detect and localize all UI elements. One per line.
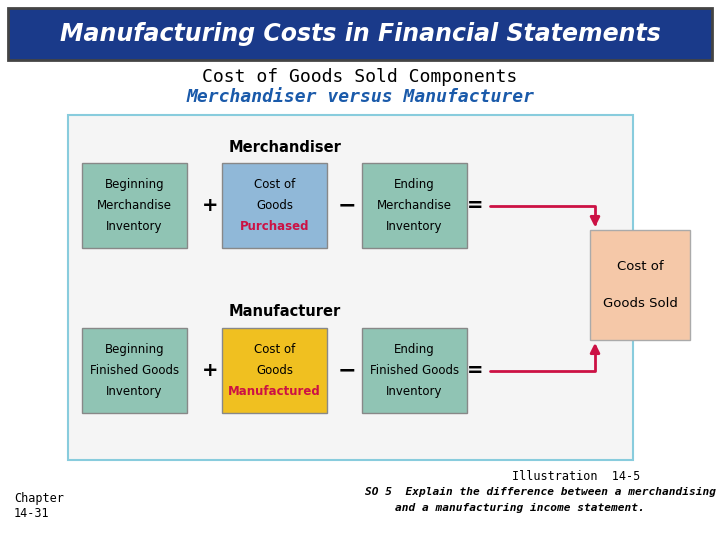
Text: Inventory: Inventory bbox=[386, 220, 443, 233]
Text: Inventory: Inventory bbox=[107, 220, 163, 233]
Text: Chapter
14-31: Chapter 14-31 bbox=[14, 492, 64, 520]
Text: Beginning: Beginning bbox=[104, 343, 164, 356]
Text: =: = bbox=[467, 196, 483, 215]
Text: Merchandiser: Merchandiser bbox=[228, 140, 341, 156]
Text: Manufacturing Costs in Financial Statements: Manufacturing Costs in Financial Stateme… bbox=[60, 22, 660, 46]
Bar bbox=[362, 328, 467, 413]
Text: Cost of: Cost of bbox=[254, 178, 295, 191]
Text: −: − bbox=[338, 361, 356, 381]
Text: Ending: Ending bbox=[394, 178, 435, 191]
Text: Merchandiser versus Manufacturer: Merchandiser versus Manufacturer bbox=[186, 88, 534, 106]
Text: Inventory: Inventory bbox=[386, 385, 443, 399]
Text: Manufacturer: Manufacturer bbox=[229, 305, 341, 320]
Text: Merchandise: Merchandise bbox=[377, 199, 452, 212]
Text: +: + bbox=[202, 361, 218, 380]
Text: −: − bbox=[338, 195, 356, 215]
Text: Cost of: Cost of bbox=[617, 260, 663, 273]
Text: Ending: Ending bbox=[394, 343, 435, 356]
Text: Purchased: Purchased bbox=[240, 220, 310, 233]
Text: =: = bbox=[467, 361, 483, 380]
Text: Cost of Goods Sold Components: Cost of Goods Sold Components bbox=[202, 68, 518, 86]
Text: Goods: Goods bbox=[256, 364, 293, 377]
Text: Merchandise: Merchandise bbox=[97, 199, 172, 212]
Text: Illustration  14-5: Illustration 14-5 bbox=[512, 470, 640, 483]
Text: Goods Sold: Goods Sold bbox=[603, 297, 678, 310]
Bar bbox=[222, 163, 327, 248]
Bar bbox=[222, 328, 327, 413]
Text: Finished Goods: Finished Goods bbox=[90, 364, 179, 377]
Bar bbox=[68, 115, 633, 460]
Bar bbox=[8, 8, 712, 60]
Text: Finished Goods: Finished Goods bbox=[370, 364, 459, 377]
Text: Manufactured: Manufactured bbox=[228, 385, 321, 399]
Text: Inventory: Inventory bbox=[107, 385, 163, 399]
Text: Cost of: Cost of bbox=[254, 343, 295, 356]
Text: Beginning: Beginning bbox=[104, 178, 164, 191]
Text: +: + bbox=[202, 196, 218, 215]
Bar bbox=[362, 163, 467, 248]
Bar bbox=[82, 328, 187, 413]
Bar bbox=[590, 230, 690, 340]
Text: and a manufacturing income statement.: and a manufacturing income statement. bbox=[395, 503, 644, 513]
Bar bbox=[82, 163, 187, 248]
Text: SO 5  Explain the difference between a merchandising: SO 5 Explain the difference between a me… bbox=[365, 487, 716, 497]
Text: Goods: Goods bbox=[256, 199, 293, 212]
